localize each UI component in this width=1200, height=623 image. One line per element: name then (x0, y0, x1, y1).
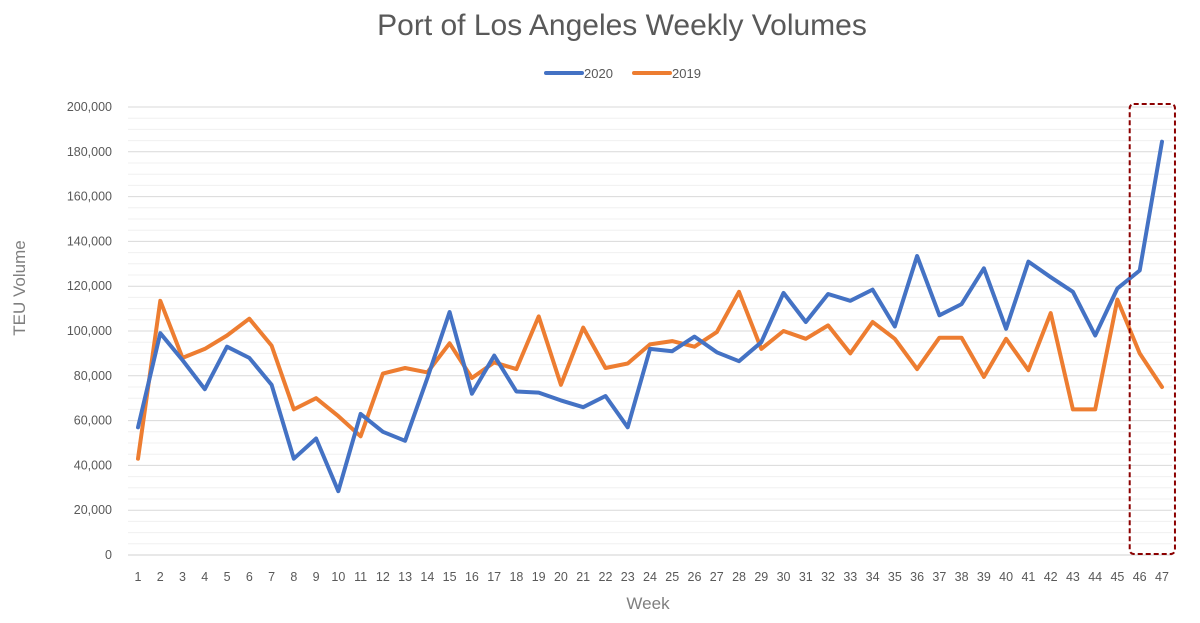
x-tick-label: 27 (710, 570, 724, 584)
major-gridlines (128, 106, 1172, 556)
x-tick-label: 26 (688, 570, 702, 584)
y-axis-label: TEU Volume (10, 240, 29, 335)
x-tick-label: 23 (621, 570, 635, 584)
x-tick-label: 32 (821, 570, 835, 584)
x-tick-label: 34 (866, 570, 880, 584)
y-tick-label: 80,000 (74, 369, 112, 383)
x-tick-label: 13 (398, 570, 412, 584)
y-tick-label: 100,000 (67, 324, 112, 338)
x-tick-label: 47 (1155, 570, 1169, 584)
x-tick-label: 35 (888, 570, 902, 584)
x-tick-label: 18 (509, 570, 523, 584)
x-tick-label: 3 (179, 570, 186, 584)
x-tick-label: 40 (999, 570, 1013, 584)
x-tick-label: 29 (754, 570, 768, 584)
x-tick-label: 22 (599, 570, 613, 584)
y-tick-label: 180,000 (67, 145, 112, 159)
x-tick-label: 10 (331, 570, 345, 584)
x-tick-label: 8 (290, 570, 297, 584)
y-tick-label: 20,000 (74, 503, 112, 517)
x-tick-label: 41 (1021, 570, 1035, 584)
x-tick-label: 25 (665, 570, 679, 584)
highlight-layer (1128, 103, 1176, 555)
chart-title: Port of Los Angeles Weekly Volumes (377, 9, 867, 42)
x-tick-label: 44 (1088, 570, 1102, 584)
legend: 2020 2019 (544, 66, 701, 81)
legend-label-2020: 2020 (584, 66, 613, 81)
x-tick-label: 14 (420, 570, 434, 584)
x-tick-label: 45 (1110, 570, 1124, 584)
x-tick-label: 28 (732, 570, 746, 584)
x-tick-label: 11 (354, 570, 367, 584)
x-tick-label: 21 (576, 570, 590, 584)
x-tick-label: 6 (246, 570, 253, 584)
x-tick-label: 42 (1044, 570, 1058, 584)
series-line-2020 (136, 139, 1164, 494)
y-tick-label: 140,000 (67, 234, 112, 248)
x-tick-label: 24 (643, 570, 657, 584)
x-tick-label: 31 (799, 570, 813, 584)
x-tick-label: 2 (157, 570, 164, 584)
y-tick-label: 60,000 (74, 414, 112, 428)
x-axis-label: Week (626, 594, 670, 613)
y-tick-label: 200,000 (67, 100, 112, 114)
x-tick-label: 38 (955, 570, 969, 584)
x-tick-label: 9 (313, 570, 320, 584)
x-tick-label: 15 (443, 570, 457, 584)
x-tick-label: 43 (1066, 570, 1080, 584)
minor-gridlines (128, 117, 1172, 545)
y-tick-label: 40,000 (74, 458, 112, 472)
x-tick-label: 5 (224, 570, 231, 584)
x-tick-label: 1 (135, 570, 142, 584)
x-tick-label: 39 (977, 570, 991, 584)
y-tick-label: 160,000 (67, 190, 112, 204)
x-tick-label: 33 (843, 570, 857, 584)
y-axis-tick-labels: 0 20,000 40,000 60,000 80,000 100,000 120,000 1… (67, 100, 112, 562)
series-layer (136, 139, 1164, 494)
x-tick-label: 36 (910, 570, 924, 584)
x-tick-label: 17 (487, 570, 501, 584)
x-tick-label: 30 (777, 570, 791, 584)
x-tick-label: 4 (201, 570, 208, 584)
x-tick-label: 19 (532, 570, 546, 584)
x-tick-label: 16 (465, 570, 479, 584)
y-tick-label: 120,000 (67, 279, 112, 293)
legend-label-2019: 2019 (672, 66, 701, 81)
x-tick-label: 46 (1133, 570, 1147, 584)
x-tick-label: 37 (932, 570, 946, 584)
y-tick-label: 0 (105, 548, 112, 562)
x-tick-label: 7 (268, 570, 275, 584)
x-axis-tick-labels: 1 2 3 4 5 6 7 8 9 10 11 12 13 14 15 16 17 18 19 20 21 22 23 24 2… (135, 570, 1169, 584)
highlight-box (1128, 103, 1176, 555)
x-tick-label: 20 (554, 570, 568, 584)
x-tick-label: 12 (376, 570, 390, 584)
